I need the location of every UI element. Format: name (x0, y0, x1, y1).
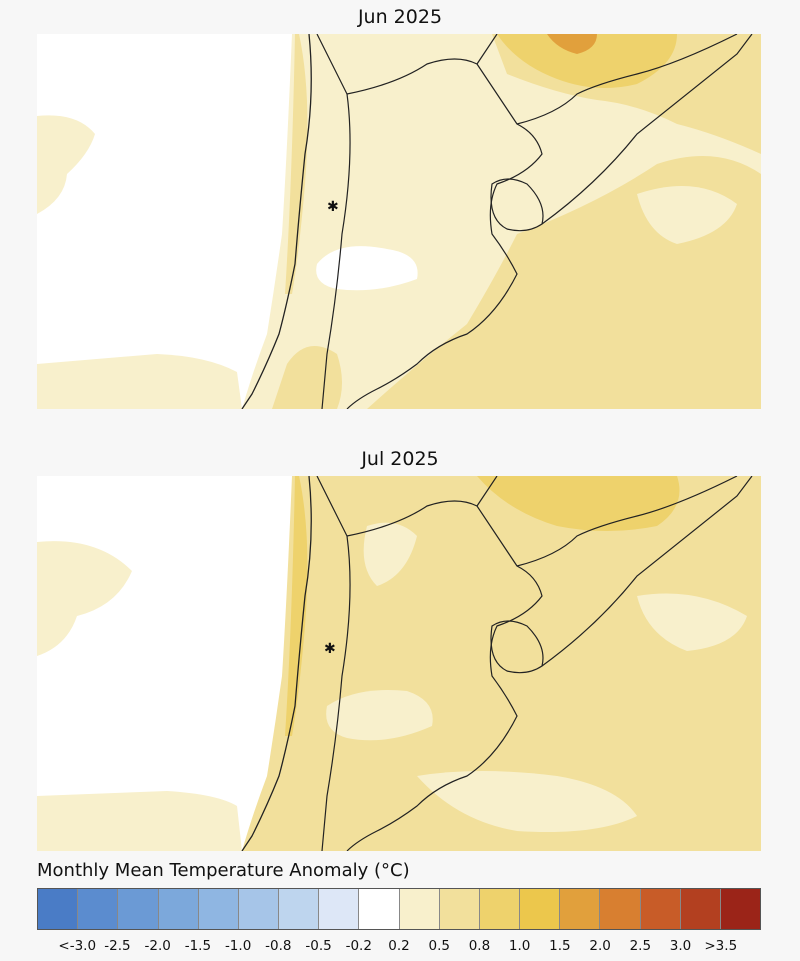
colorbar-cell (600, 889, 641, 929)
coastline-chile (241, 34, 312, 409)
border-chile-argentina (316, 34, 351, 409)
colorbar-tick-label: -0.5 (305, 938, 332, 954)
colorbar (37, 888, 761, 930)
colorbar-cell (118, 889, 159, 929)
colorbar-tick-label: >3.5 (704, 938, 738, 954)
colorbar-cell (479, 889, 521, 929)
shade-light-south-ocean (37, 791, 242, 851)
coastline-brazil (541, 34, 753, 225)
station-marker: ✱ (324, 641, 336, 657)
shade-warm-north (497, 34, 677, 88)
colorbar-tick-label: -2.5 (104, 938, 131, 954)
colorbar-tick-label: 2.0 (589, 938, 611, 954)
coastline-chile (241, 476, 312, 851)
shade-light-south-atlantic (417, 771, 637, 832)
coastline-brazil (541, 476, 753, 667)
colorbar-ticks: <-3.0 -2.5 -2.0 -1.5 -1.0 -0.8 -0.5 -0.2 0.2 0.5 0… (37, 938, 761, 958)
colorbar-tick-label: <-3.0 (58, 938, 97, 954)
colorbar-tick-label: -0.2 (345, 938, 372, 954)
colorbar-cell (720, 889, 761, 929)
border-north (476, 476, 738, 567)
colorbar-tick-label: -1.0 (224, 938, 252, 954)
colorbar-tick-label: 0.8 (468, 938, 491, 954)
colorbar-cell (279, 889, 320, 929)
colorbar-tick-label: 1.0 (508, 938, 531, 954)
colorbar-cell (520, 889, 561, 929)
colorbar-tick-label: -0.8 (265, 938, 292, 954)
colorbar-cell (158, 889, 199, 929)
colorbar-cell (78, 889, 119, 929)
colorbar-cell (439, 889, 480, 929)
shade-warm-north (477, 476, 680, 531)
colorbar-cell (319, 889, 360, 929)
shade-mid-patagonia (272, 346, 342, 409)
shade-zero-central (316, 246, 418, 291)
border-north (476, 34, 738, 125)
colorbar-cell (399, 889, 440, 929)
colorbar-cell (38, 889, 79, 929)
shade-light-central (326, 690, 433, 741)
colorbar-tick-label: -1.5 (184, 938, 212, 954)
shade-light-west-ocean (37, 541, 132, 656)
shade-light-atlantic-patch (637, 186, 737, 244)
colorbar-cell (680, 889, 721, 929)
panel-title-jun: Jun 2025 (357, 6, 443, 28)
colorbar-tick-label: 2.5 (629, 938, 652, 954)
station-marker: ✱ (327, 199, 339, 215)
colorbar-cell (640, 889, 681, 929)
colorbar-tick-label: 3.0 (669, 938, 692, 954)
colorbar-tick-label: -2.0 (144, 938, 171, 954)
colorbar-cell (238, 889, 280, 929)
anomaly-map-jul: ✱ (37, 476, 761, 851)
shade-light-north-argentina (363, 522, 417, 586)
shade-light-west-ocean (37, 115, 95, 214)
anomaly-map-jun: ✱ (37, 34, 761, 409)
shade-mid-andes (285, 34, 308, 294)
shade-light-south-ocean (37, 354, 242, 409)
shade-hot-north (547, 34, 597, 54)
colorbar-tick-label: 0.2 (388, 938, 410, 954)
colorbar-cell (198, 889, 239, 929)
panel-title-jul: Jul 2025 (361, 448, 439, 470)
colorbar-cell (560, 889, 601, 929)
legend-title: Monthly Mean Temperature Anomaly (°C) (37, 860, 410, 881)
shade-warm-andes (285, 476, 308, 736)
colorbar-tick-label: 0.5 (428, 938, 450, 954)
colorbar-cell (359, 889, 400, 929)
border-chile-argentina (316, 476, 351, 851)
shade-light-atlantic-patch (637, 593, 747, 651)
colorbar-tick-label: 1.5 (549, 938, 571, 954)
